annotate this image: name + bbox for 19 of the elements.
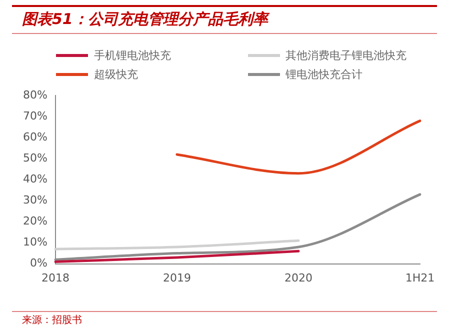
legend-label: 其他消费电子锂电池快充 <box>286 48 406 63</box>
y-tick-label: 40% <box>22 172 48 186</box>
legend-label: 手机锂电池快充 <box>94 48 171 63</box>
y-tick-label: 70% <box>22 109 48 122</box>
y-tick-label: 60% <box>22 130 48 144</box>
y-tick-label: 30% <box>22 194 48 207</box>
y-tick-label: 80% <box>22 88 48 102</box>
x-tick-label: 2019 <box>162 271 191 284</box>
y-tick-label: 50% <box>22 152 48 165</box>
chart-title: 图表51：公司充电管理分产品毛利率 <box>22 10 268 29</box>
x-tick-label: 2020 <box>284 271 312 284</box>
x-tick-label: 2018 <box>41 271 70 284</box>
y-tick-label: 20% <box>22 214 48 228</box>
legend-label: 锂电池快充合计 <box>286 67 362 82</box>
y-tick-label: 0% <box>30 256 48 270</box>
x-tick-label: 1H21 <box>405 271 435 284</box>
legend-label: 超级快充 <box>94 67 138 82</box>
y-tick-label: 10% <box>22 236 48 249</box>
source-note: 来源：招股书 <box>22 315 82 326</box>
